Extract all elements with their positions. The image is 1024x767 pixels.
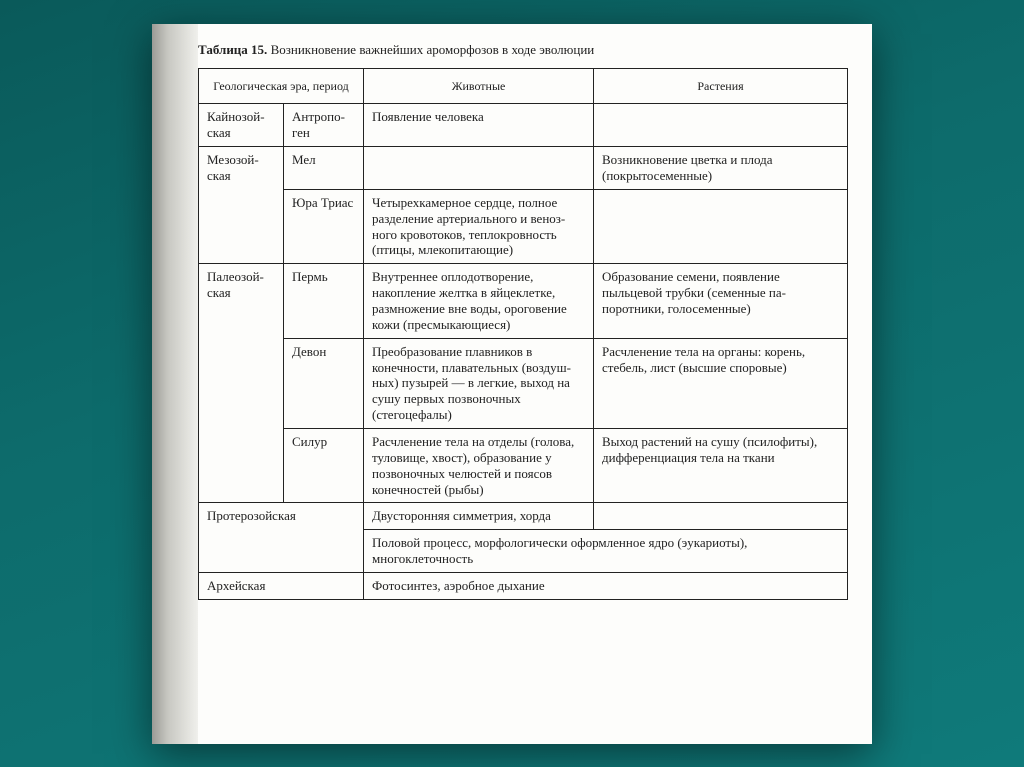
table-row: Юра Триас Четырехкамерное серд­це, полно… <box>199 189 848 263</box>
cell-period: Силур <box>284 428 364 502</box>
table-row: Девон Преобразование плав­ников в конечн… <box>199 338 848 428</box>
cell-plants: Образование семени, появление пыльцевой … <box>594 264 848 338</box>
aromorphosis-table: Геологическая эра, период Животные Расте… <box>198 68 848 600</box>
cell-animals: Расчленение тела на отделы (голова, туло… <box>364 428 594 502</box>
cell-empty <box>594 503 848 530</box>
cell-plants <box>594 104 848 147</box>
table-row: Протерозойская Двусторонняя симмет­рия, … <box>199 503 848 530</box>
table-row: Кайнозой­ская Антропо­ген Появление чело… <box>199 104 848 147</box>
cell-animals: Четырехкамерное серд­це, полное разделен… <box>364 189 594 263</box>
table-row: Мезозой­ская Мел Возникновение цветка и … <box>199 147 848 190</box>
caption-number: Таблица 15. <box>198 42 267 57</box>
cell-plants: Расчленение тела на органы: корень, стеб… <box>594 338 848 428</box>
scanned-page: Таблица 15. Возникновение важнейших аром… <box>152 24 872 744</box>
cell-merged: Фотосинтез, аэробное дыхание <box>364 573 848 600</box>
table-row: Силур Расчленение тела на отделы (голова… <box>199 428 848 502</box>
cell-animals: Внутреннее оплодотво­рение, накопление ж… <box>364 264 594 338</box>
cell-plants: Возникновение цветка и плода (покрытосе­… <box>594 147 848 190</box>
cell-plants: Выход растений на су­шу (псилофиты), диф… <box>594 428 848 502</box>
cell-era: Палеозой­ская <box>199 264 284 503</box>
cell-era: Кайнозой­ская <box>199 104 284 147</box>
caption-text: Возникновение важнейших ароморфозов в хо… <box>271 42 595 57</box>
table-caption: Таблица 15. Возникновение важнейших аром… <box>198 42 848 58</box>
table-header-row: Геологическая эра, период Животные Расте… <box>199 68 848 104</box>
cell-period: Пермь <box>284 264 364 338</box>
cell-animals <box>364 147 594 190</box>
col-plants: Растения <box>594 68 848 104</box>
cell-period: Юра Триас <box>284 189 364 263</box>
cell-era: Архейская <box>199 573 364 600</box>
cell-era: Мезозой­ская <box>199 147 284 264</box>
table-row: Палеозой­ская Пермь Внутреннее оплодотво… <box>199 264 848 338</box>
cell-plants <box>594 189 848 263</box>
cell-animals: Преобразование плав­ников в конечности, … <box>364 338 594 428</box>
table-row: Архейская Фотосинтез, аэробное дыхание <box>199 573 848 600</box>
cell-period: Антропо­ген <box>284 104 364 147</box>
col-animals: Животные <box>364 68 594 104</box>
cell-animals: Появление человека <box>364 104 594 147</box>
col-era: Геологическая эра, период <box>199 68 364 104</box>
cell-period: Мел <box>284 147 364 190</box>
cell-period: Девон <box>284 338 364 428</box>
cell-merged-top: Двусторонняя симмет­рия, хорда <box>364 503 594 530</box>
cell-merged-bottom: Половой процесс, морфологически оформлен… <box>364 530 848 573</box>
cell-era: Протерозойская <box>199 503 364 573</box>
